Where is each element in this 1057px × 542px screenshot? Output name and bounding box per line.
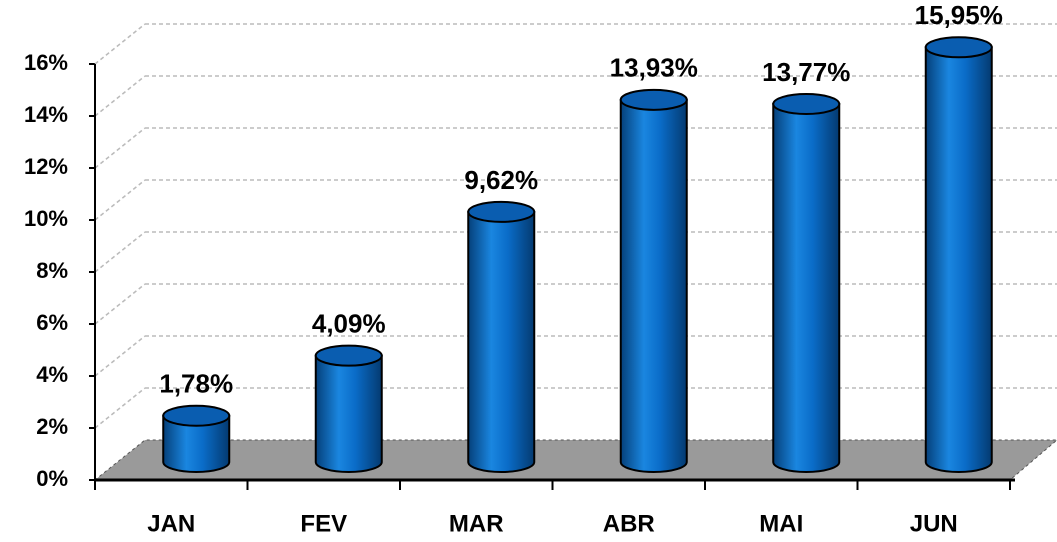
bar [924,46,993,473]
bar [162,414,231,473]
bar [772,102,841,473]
wall-grid-line [94,127,146,169]
bar [314,354,383,473]
bar-top [314,344,383,367]
wall-grid-line [94,283,146,325]
wall-grid-line [94,179,146,221]
x-tick-label: ABR [603,510,655,537]
wall-grid-line [94,75,146,117]
y-tick-label: 6% [36,310,68,335]
wall-grid-line [94,335,146,377]
bar-top [924,36,993,59]
y-tick-label: 16% [24,50,68,75]
x-tick-label: JUN [910,510,958,537]
x-tick-label: JAN [147,510,195,537]
wall-grid-line [94,231,146,273]
floor [93,439,1057,481]
wall-grid-line [94,387,146,429]
bar [619,98,688,473]
value-label: 13,93% [610,53,698,83]
value-label: 13,77% [762,57,850,87]
bar-top [467,200,536,223]
bar-top [162,404,231,427]
x-tick-label: MAI [759,510,803,537]
y-tick-label: 4% [36,362,68,387]
y-tick-label: 0% [36,466,68,491]
y-tick-label: 2% [36,414,68,439]
y-tick-label: 10% [24,206,68,231]
bar [467,210,536,473]
bar-top [772,92,841,115]
y-tick-label: 14% [24,102,68,127]
x-tick-label: FEV [300,510,347,537]
value-label: 9,62% [464,165,538,195]
x-tick-label: MAR [449,510,504,537]
value-label: 15,95% [915,0,1003,30]
bar-top [619,88,688,111]
y-tick-label: 12% [24,154,68,179]
value-label: 4,09% [312,309,386,339]
wall-grid-line [94,23,146,65]
value-label: 1,78% [159,369,233,399]
y-tick-label: 8% [36,258,68,283]
